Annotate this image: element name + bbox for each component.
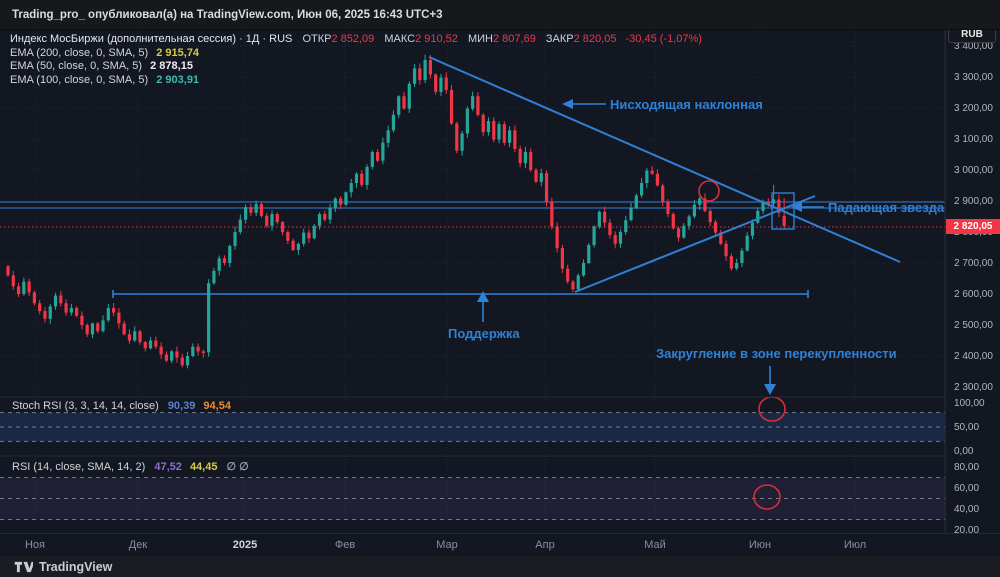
price-axis-label: 2 300,00: [954, 382, 993, 393]
footer-brand[interactable]: TradingView: [39, 559, 113, 574]
time-axis-label-Фев: Фев: [334, 539, 356, 551]
time-axis-label-Ноя: Ноя: [24, 539, 46, 551]
last-price-badge: 2 820,05: [946, 219, 1000, 234]
price-axis-label: 80,00: [954, 462, 980, 473]
time-axis-label-Дек: Дек: [128, 539, 148, 551]
attribution-text: Trading_pro_ опубликовал(а) на TradingVi…: [12, 8, 443, 21]
price-axis-label: 20,00: [954, 525, 980, 536]
footer-bar: TradingView: [0, 556, 1000, 577]
price-axis-label: 100,00: [954, 398, 985, 409]
time-axis-label-Май: Май: [644, 539, 666, 551]
price-axis-label: 40,00: [954, 504, 980, 515]
price-axis-label: 3 200,00: [954, 103, 993, 114]
time-axis-label-Июн: Июн: [748, 539, 772, 551]
time-axis-label-Июл: Июл: [843, 539, 867, 551]
price-axis-label: 2 500,00: [954, 320, 993, 331]
price-axis-label: 3 400,00: [954, 41, 993, 52]
attribution-bar: Trading_pro_ опубликовал(а) на TradingVi…: [0, 0, 1000, 30]
tradingview-logo-icon[interactable]: [14, 560, 33, 574]
price-axis-label: 2 700,00: [954, 258, 993, 269]
price-axis-label: 3 300,00: [954, 72, 993, 83]
price-axis-label: 0,00: [954, 446, 974, 457]
price-axis-label: 3 100,00: [954, 134, 993, 145]
time-axis-label-Мар: Мар: [436, 539, 458, 551]
price-axis[interactable]: 3 400,00 3 300,00 3 200,00 3 100,00 3 000,00…: [945, 30, 1000, 556]
price-axis-label: 2 400,00: [954, 351, 993, 362]
price-axis-label: 2 600,00: [954, 289, 993, 300]
price-axis-label: 60,00: [954, 483, 980, 494]
price-axis-label: 50,00: [954, 422, 980, 433]
time-axis[interactable]: Ноя Дек 2025 Фев Мар Апр Май Июн Июл: [0, 533, 1000, 557]
time-axis-label-Апр: Апр: [535, 539, 555, 551]
time-axis-label-2025: 2025: [232, 539, 258, 551]
price-axis-label: 3 000,00: [954, 165, 993, 176]
price-axis-label: 2 900,00: [954, 196, 993, 207]
